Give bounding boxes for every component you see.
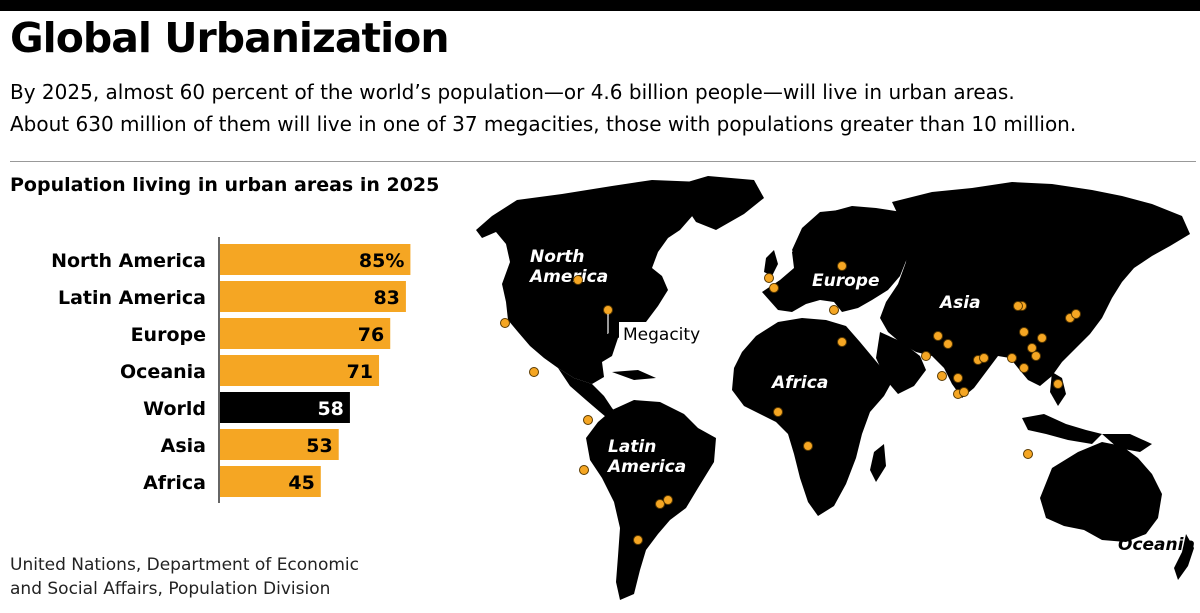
megacity-dot — [1019, 363, 1029, 373]
source-note: United Nations, Department of Economic a… — [10, 553, 359, 601]
category-label: North America — [51, 250, 206, 272]
megacity-dot — [959, 387, 969, 397]
page-title: Global Urbanization — [10, 14, 450, 62]
southeast-asia-islands-shape — [1022, 414, 1102, 444]
category-label: Africa — [143, 472, 206, 494]
value-label: 83 — [373, 287, 399, 309]
africa-shape — [732, 318, 894, 516]
megacity-dot — [1013, 301, 1023, 311]
megacity-legend-label: Megacity — [623, 325, 700, 345]
megacity-dot — [1019, 327, 1029, 337]
megacity-dot — [764, 273, 774, 283]
bar-world — [220, 392, 350, 423]
megacity-annotation: Megacity — [607, 314, 715, 346]
megacity-dot — [573, 275, 583, 285]
value-label: 58 — [317, 398, 343, 420]
category-label: World — [143, 398, 206, 420]
megacity-dot — [500, 318, 510, 328]
japan-shape — [1062, 268, 1088, 326]
value-label: 85% — [359, 250, 404, 272]
region-labels: North America Latin America Europe Africa Asia… — [528, 247, 1195, 555]
megacity-dot — [943, 339, 953, 349]
megacity-dot — [663, 495, 673, 505]
megacity-dot — [655, 499, 665, 509]
value-label: 53 — [306, 435, 332, 457]
bar-africa — [220, 466, 321, 497]
chart-title: Population living in urban areas in 2025 — [10, 174, 440, 196]
divider — [10, 161, 1196, 162]
megacity-dot — [1071, 309, 1081, 319]
megacity-dot — [529, 367, 539, 377]
megacity-dot — [1037, 333, 1047, 343]
south-america-shape — [586, 400, 716, 600]
bar-chart: North America 85% Latin America 83 Europe 76 O… — [51, 237, 411, 503]
scandinavia-shape — [792, 210, 840, 264]
new-guinea-shape — [1102, 434, 1152, 452]
value-label: 45 — [288, 472, 314, 494]
megacity-dot — [773, 407, 783, 417]
label-asia: Asia — [938, 293, 981, 313]
subtitle-line-1: By 2025, almost 60 percent of the world’… — [10, 80, 1015, 104]
bar-oceania — [220, 355, 380, 386]
megacity-dot — [921, 351, 931, 361]
value-label: 71 — [347, 361, 373, 383]
bar-north-america — [220, 244, 411, 275]
land-masses — [476, 176, 1194, 600]
megacity-dot — [579, 465, 589, 475]
source-line-1: United Nations, Department of Economic — [10, 555, 359, 575]
megacity-dot — [979, 353, 989, 363]
megacity-dot — [937, 371, 947, 381]
new-zealand-shape — [1174, 534, 1194, 580]
label-oceania: Oceania — [1118, 535, 1195, 555]
cuba-shape — [612, 370, 656, 380]
label-africa: Africa — [770, 373, 828, 393]
subtitle-line-2: About 630 million of them will live in o… — [10, 112, 1077, 136]
megacity-dots — [500, 261, 1081, 545]
megacity-dot — [1023, 449, 1033, 459]
label-north-america: North America — [528, 247, 608, 287]
top-rule — [0, 0, 1200, 11]
megacity-dot — [837, 337, 847, 347]
central-america-shape — [558, 368, 620, 422]
bar-asia — [220, 429, 339, 460]
bar-latin-america — [220, 281, 406, 312]
megacity-dot — [953, 373, 963, 383]
europe-shape — [762, 206, 910, 312]
megacity-dot — [1027, 343, 1037, 353]
north-america-shape — [476, 180, 732, 384]
megacity-dot — [837, 261, 847, 271]
megacity-dot — [769, 283, 779, 293]
world-map: North America Latin America Europe Africa Asia… — [476, 176, 1195, 600]
category-label: Latin America — [58, 287, 206, 309]
uk-shape — [764, 250, 778, 276]
category-label: Asia — [161, 435, 206, 457]
megacity-dot — [633, 535, 643, 545]
megacity-dot — [933, 331, 943, 341]
megacity-dot — [583, 415, 593, 425]
australia-shape — [1040, 442, 1162, 542]
megacity-dot — [803, 441, 813, 451]
category-label: Oceania — [120, 361, 206, 383]
label-europe: Europe — [812, 271, 879, 291]
megacity-dot — [603, 305, 613, 315]
madagascar-shape — [870, 444, 886, 482]
category-label: Europe — [131, 324, 206, 346]
megacity-dot — [1007, 353, 1017, 363]
greenland-shape — [674, 176, 764, 230]
label-latin-america: Latin America — [606, 437, 686, 477]
megacity-dot — [1053, 379, 1063, 389]
bar-europe — [220, 318, 391, 349]
megacity-label-background — [619, 322, 715, 346]
source-line-2: and Social Affairs, Population Division — [10, 579, 331, 599]
megacity-dot — [829, 305, 839, 315]
arabia-shape — [876, 332, 926, 394]
value-label: 76 — [358, 324, 384, 346]
asia-shape — [880, 182, 1190, 398]
megacity-dot — [1031, 351, 1041, 361]
